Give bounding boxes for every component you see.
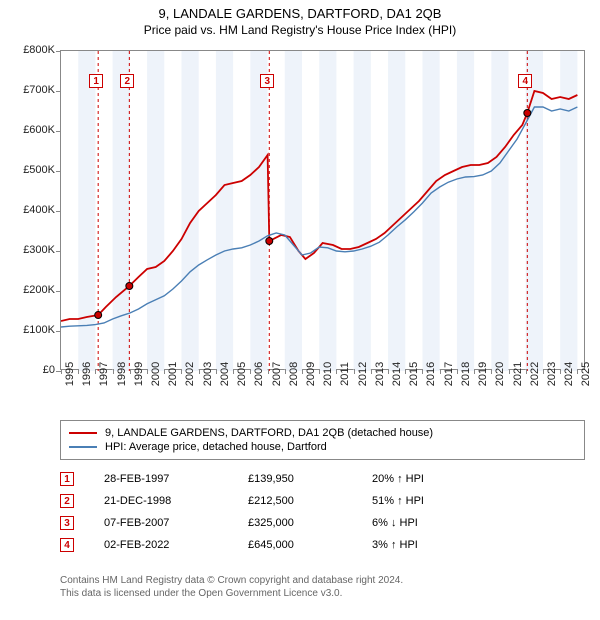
chart-container: 9, LANDALE GARDENS, DARTFORD, DA1 2QB Pr… [0, 0, 600, 620]
x-tick-label: 2006 [253, 362, 265, 386]
legend: 9, LANDALE GARDENS, DARTFORD, DA1 2QB (d… [60, 420, 585, 460]
sale-delta: 6% ↓ HPI [372, 517, 492, 529]
x-tick-label: 2005 [236, 362, 248, 386]
sale-price: £212,500 [248, 495, 368, 507]
sale-date: 28-FEB-1997 [104, 473, 244, 485]
x-tick-label: 2023 [546, 362, 558, 386]
x-tick-label: 2003 [202, 362, 214, 386]
x-tick-label: 2024 [563, 362, 575, 386]
sale-number-box: 1 [60, 472, 74, 486]
x-tick-label: 2020 [494, 362, 506, 386]
x-tick-label: 2017 [443, 362, 455, 386]
x-tick-label: 2000 [150, 362, 162, 386]
disclaimer-line2: This data is licensed under the Open Gov… [60, 587, 585, 600]
sales-row: 1 28-FEB-1997 £139,950 20% ↑ HPI [60, 468, 585, 490]
sale-delta: 51% ↑ HPI [372, 495, 492, 507]
x-tick-label: 2016 [425, 362, 437, 386]
y-tick-label: £600K [23, 124, 55, 136]
y-tick-label: £500K [23, 164, 55, 176]
sale-price: £325,000 [248, 517, 368, 529]
legend-label: HPI: Average price, detached house, Dart… [105, 441, 327, 453]
sale-delta: 3% ↑ HPI [372, 539, 492, 551]
sale-date: 21-DEC-1998 [104, 495, 244, 507]
x-tick-label: 2008 [288, 362, 300, 386]
y-tick-label: £100K [23, 324, 55, 336]
sales-row: 3 07-FEB-2007 £325,000 6% ↓ HPI [60, 512, 585, 534]
sales-row: 4 02-FEB-2022 £645,000 3% ↑ HPI [60, 534, 585, 556]
sale-marker-box: 1 [89, 74, 103, 88]
y-tick-label: £300K [23, 244, 55, 256]
x-tick-label: 1996 [81, 362, 93, 386]
legend-row: HPI: Average price, detached house, Dart… [69, 441, 576, 453]
chart-subtitle: Price paid vs. HM Land Registry's House … [0, 21, 600, 41]
x-tick-label: 2004 [219, 362, 231, 386]
x-tick-label: 2013 [374, 362, 386, 386]
x-tick-label: 1995 [64, 362, 76, 386]
legend-swatch [69, 446, 97, 448]
x-tick-label: 2002 [184, 362, 196, 386]
sale-marker-box: 4 [518, 74, 532, 88]
sale-price: £645,000 [248, 539, 368, 551]
sales-row: 2 21-DEC-1998 £212,500 51% ↑ HPI [60, 490, 585, 512]
x-tick-label: 2019 [477, 362, 489, 386]
x-tick-label: 2012 [357, 362, 369, 386]
disclaimer: Contains HM Land Registry data © Crown c… [60, 574, 585, 600]
x-tick-label: 1999 [133, 362, 145, 386]
x-tick-label: 2014 [391, 362, 403, 386]
x-tick-label: 2010 [322, 362, 334, 386]
sale-marker-box: 3 [260, 74, 274, 88]
chart-zone: £0£100K£200K£300K£400K£500K£600K£700K£80… [60, 50, 585, 410]
sales-table: 1 28-FEB-1997 £139,950 20% ↑ HPI 2 21-DEC-199… [60, 468, 585, 556]
sale-marker-box: 2 [120, 74, 134, 88]
y-tick-label: £700K [23, 84, 55, 96]
x-tick-label: 1997 [98, 362, 110, 386]
chart-title: 9, LANDALE GARDENS, DARTFORD, DA1 2QB [0, 0, 600, 21]
plot-svg [61, 51, 586, 371]
sale-date: 07-FEB-2007 [104, 517, 244, 529]
y-tick-label: £0 [43, 364, 55, 376]
sale-price: £139,950 [248, 473, 368, 485]
legend-label: 9, LANDALE GARDENS, DARTFORD, DA1 2QB (d… [105, 427, 433, 439]
y-tick-label: £400K [23, 204, 55, 216]
x-tick-label: 2009 [305, 362, 317, 386]
sale-number-box: 3 [60, 516, 74, 530]
y-tick-label: £200K [23, 284, 55, 296]
x-tick-label: 1998 [116, 362, 128, 386]
x-tick-label: 2011 [339, 362, 351, 386]
sale-date: 02-FEB-2022 [104, 539, 244, 551]
x-tick-label: 2025 [580, 362, 592, 386]
legend-row: 9, LANDALE GARDENS, DARTFORD, DA1 2QB (d… [69, 427, 576, 439]
sale-delta: 20% ↑ HPI [372, 473, 492, 485]
x-tick-label: 2021 [512, 362, 524, 386]
x-tick-label: 2022 [529, 362, 541, 386]
disclaimer-line1: Contains HM Land Registry data © Crown c… [60, 574, 585, 587]
x-tick-label: 2007 [271, 362, 283, 386]
plot-area [60, 50, 585, 370]
sale-number-box: 4 [60, 538, 74, 552]
x-tick-label: 2001 [167, 362, 179, 386]
y-tick-label: £800K [23, 44, 55, 56]
x-tick-label: 2015 [408, 362, 420, 386]
legend-swatch [69, 432, 97, 434]
sale-number-box: 2 [60, 494, 74, 508]
x-tick-label: 2018 [460, 362, 472, 386]
